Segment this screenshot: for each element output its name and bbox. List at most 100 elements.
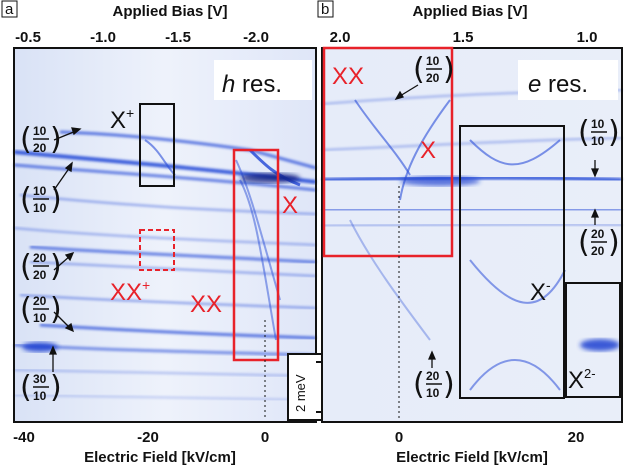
- panel-b-letter-box: [317, 0, 334, 18]
- box-xx-x: [232, 148, 280, 362]
- panel-b-plot-background: [322, 48, 622, 422]
- svg-text:10: 10: [33, 389, 47, 403]
- state-label: (10 10): [20, 182, 62, 217]
- svg-text:10: 10: [591, 134, 605, 148]
- panel-a-letter-box: [1, 0, 18, 18]
- box-x-plus: [139, 103, 175, 187]
- panel-b-res-box: [518, 60, 618, 100]
- svg-text:): ): [443, 52, 455, 87]
- svg-text:10: 10: [33, 311, 47, 325]
- state-label: (20 20): [578, 225, 620, 260]
- panel-a-bottom-ticks: -40 -20 0: [13, 429, 269, 446]
- svg-text:(: (: [20, 249, 32, 284]
- svg-text:): ): [50, 249, 62, 284]
- svg-text:20: 20: [33, 294, 47, 308]
- svg-text:(: (: [20, 182, 32, 217]
- svg-text:10: 10: [426, 54, 440, 68]
- svg-text:10: 10: [591, 117, 605, 131]
- state-label: (30 10): [20, 370, 62, 405]
- panel-a-state-labels: (10 20) (10 10) (20 20) (20 10) (30: [20, 122, 62, 405]
- label-xx-b: XX: [332, 63, 364, 90]
- svg-text:20: 20: [591, 244, 605, 258]
- svg-text:20: 20: [33, 268, 47, 282]
- box-x-minus: [459, 125, 565, 399]
- box-xx-x-b: [322, 46, 454, 258]
- panel-b-bottom-axis-title: Electric Field [kV/cm]: [396, 449, 548, 466]
- panel-b-state-labels: (10 20) (10 10) (20 20) (20 10): [413, 52, 620, 402]
- label-x-b: X: [420, 137, 436, 164]
- panel-a-spectral-lines: [13, 130, 317, 401]
- panel-b-bright-spot: [400, 176, 480, 186]
- panel-b-bottom-tick: 20: [568, 429, 585, 446]
- svg-text:10: 10: [33, 201, 47, 215]
- panel-a-res-box: [214, 60, 312, 100]
- panel-b-top-tick: 2.0: [330, 29, 351, 46]
- panel-a-top-axis-title: Applied Bias [V]: [112, 3, 227, 20]
- state-label: (20 20): [20, 249, 62, 284]
- box-x-2minus: [565, 282, 621, 398]
- state-label: (10 10): [578, 115, 620, 150]
- panel-b-bottom-ticks: 0 20: [395, 429, 585, 446]
- panel-a-frame: [13, 47, 317, 423]
- svg-text:): ): [608, 225, 620, 260]
- panel-a-top-tick: -2.0: [243, 29, 269, 46]
- panel-a-bottom-tick: 0: [261, 429, 269, 446]
- panel-b-top-tick: 1.0: [577, 29, 598, 46]
- svg-text:30: 30: [33, 372, 47, 386]
- svg-text:): ): [50, 182, 62, 217]
- panel-b-top-ticks: 2.0 1.5 1.0: [330, 29, 598, 46]
- panel-a-top-tick: -1.5: [165, 29, 191, 46]
- svg-text:(: (: [20, 292, 32, 327]
- label-x: X: [282, 192, 298, 219]
- panel-a-bottom-axis-title: Electric Field [kV/cm]: [84, 449, 236, 466]
- panel-a-bottom-tick: -20: [137, 429, 159, 446]
- panel-a-resonance-label: h res.: [222, 71, 282, 98]
- svg-text:10: 10: [33, 184, 47, 198]
- panel-a-top-ticks: -0.5 -1.0 -1.5 -2.0: [15, 29, 269, 46]
- svg-text:(: (: [20, 122, 32, 157]
- svg-text:20: 20: [591, 227, 605, 241]
- svg-text:): ): [608, 115, 620, 150]
- panel-a-arrows: [49, 127, 82, 372]
- panel-b-bottom-tick: 0: [395, 429, 403, 446]
- svg-text:20: 20: [426, 71, 440, 85]
- panel-b-frame: [321, 47, 623, 423]
- panel-b-top-axis-title: Applied Bias [V]: [412, 3, 527, 20]
- panel-a-bottom-tick: -40: [13, 429, 35, 446]
- panel-a-top-tick: -1.0: [90, 29, 116, 46]
- label-x-2minus: X2-: [568, 366, 596, 394]
- panel-a-letter: a: [5, 1, 14, 18]
- state-label: (10 20): [413, 52, 455, 87]
- panel-a-bright-spot: [22, 342, 58, 352]
- label-x-minus: X-: [530, 277, 551, 306]
- svg-text:(: (: [413, 367, 425, 402]
- svg-text:(: (: [578, 115, 590, 150]
- svg-text:10: 10: [33, 124, 47, 138]
- panel-b-resonance-label: e res.: [528, 71, 588, 98]
- svg-text:): ): [50, 292, 62, 327]
- svg-text:10: 10: [426, 386, 440, 400]
- label-xx-plus: XX+: [110, 277, 150, 306]
- panel-a-top-tick: -0.5: [15, 29, 41, 46]
- box-xx-plus: [139, 229, 175, 271]
- svg-text:(: (: [578, 225, 590, 260]
- svg-text:): ): [443, 367, 455, 402]
- label-xx: XX: [190, 291, 222, 318]
- svg-text:20: 20: [33, 141, 47, 155]
- state-label: (20 10): [20, 292, 62, 327]
- state-label: (20 10): [413, 367, 455, 402]
- svg-text:20: 20: [33, 251, 47, 265]
- panel-a-bright-spot: [240, 173, 300, 183]
- scale-bar-label: 2 meV: [293, 374, 308, 412]
- panel-b-top-tick: 1.5: [453, 29, 474, 46]
- label-x-plus: X+: [110, 105, 134, 134]
- panel-b-bright-spot: [580, 339, 620, 351]
- svg-text:): ): [50, 370, 62, 405]
- svg-text:(: (: [20, 370, 32, 405]
- panel-b-arrows: [394, 84, 599, 368]
- svg-text:20: 20: [426, 369, 440, 383]
- svg-text:(: (: [413, 52, 425, 87]
- panel-b-letter: b: [321, 1, 329, 18]
- panel-b: b Applied Bias [V] 2.0 1.5 1.0 e res.: [317, 0, 623, 466]
